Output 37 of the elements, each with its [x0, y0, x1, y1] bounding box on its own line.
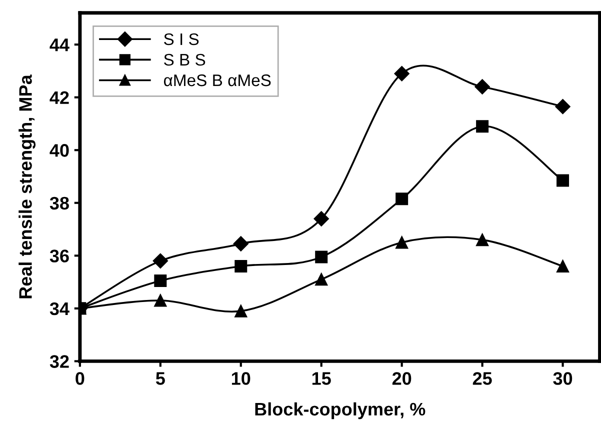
- point: [394, 66, 410, 82]
- point: [315, 273, 328, 286]
- x-tick-label: 20: [392, 372, 412, 385]
- point: [556, 174, 570, 187]
- x-tick-label: 5: [156, 372, 165, 385]
- point: [396, 192, 408, 206]
- point: [152, 253, 168, 268]
- point: [556, 260, 570, 272]
- y-axis-title: Real tensile strength, MPa: [18, 74, 36, 298]
- x-axis-title: Block-copolymer, %: [255, 402, 426, 420]
- legend-label: S I S: [164, 33, 199, 46]
- y-tick-label: 34: [50, 302, 70, 316]
- legend-label: αMeS B αMeS: [164, 74, 271, 86]
- point: [476, 120, 489, 133]
- point: [233, 236, 248, 252]
- point: [234, 304, 248, 318]
- y-tick-label: 42: [50, 91, 69, 104]
- x-tick-label: 30: [553, 372, 572, 385]
- y-tick-label: 32: [50, 355, 69, 368]
- x-tick-label: 15: [312, 372, 331, 385]
- x-tick-label: 25: [472, 372, 492, 385]
- point: [314, 211, 329, 226]
- legend-label: S B S: [164, 54, 206, 66]
- point: [154, 274, 167, 287]
- y-tick-label: 40: [50, 144, 69, 157]
- point: [154, 294, 167, 307]
- point: [555, 99, 570, 114]
- point: [476, 234, 489, 246]
- x-tick-label: 0: [76, 372, 84, 385]
- y-tick-label: 36: [50, 250, 69, 262]
- x-tick-label: 10: [232, 372, 250, 385]
- point: [396, 236, 408, 249]
- y-tick-label: 38: [50, 196, 69, 210]
- point: [474, 79, 490, 94]
- point: [234, 260, 248, 272]
- point: [315, 250, 328, 264]
- y-tick-label: 44: [50, 38, 70, 52]
